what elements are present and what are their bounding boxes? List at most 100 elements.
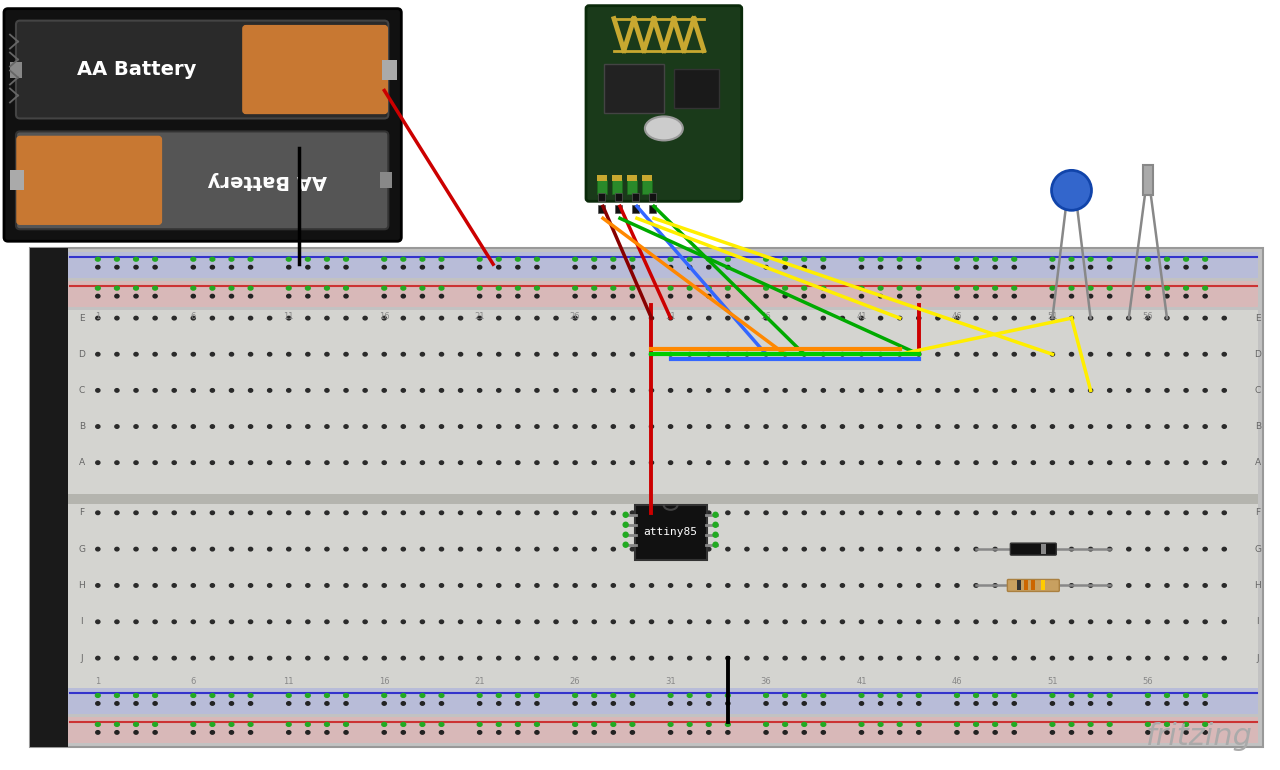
Ellipse shape — [458, 511, 462, 514]
Ellipse shape — [401, 656, 406, 660]
Ellipse shape — [325, 461, 329, 464]
Ellipse shape — [516, 656, 520, 660]
Ellipse shape — [1032, 656, 1036, 660]
Ellipse shape — [1146, 656, 1149, 660]
Ellipse shape — [573, 389, 577, 392]
Ellipse shape — [974, 257, 978, 261]
Ellipse shape — [1126, 656, 1130, 660]
Ellipse shape — [287, 694, 291, 698]
Ellipse shape — [401, 389, 406, 392]
Ellipse shape — [439, 722, 444, 726]
Bar — [635, 505, 707, 560]
Ellipse shape — [726, 353, 730, 356]
Ellipse shape — [1165, 722, 1170, 726]
Ellipse shape — [1088, 511, 1093, 514]
Ellipse shape — [822, 266, 826, 269]
Ellipse shape — [630, 620, 635, 624]
Text: G: G — [78, 544, 86, 554]
Ellipse shape — [381, 257, 387, 261]
Bar — [612, 176, 622, 182]
Ellipse shape — [707, 584, 710, 588]
Ellipse shape — [612, 701, 616, 705]
Ellipse shape — [268, 584, 271, 588]
Ellipse shape — [497, 547, 500, 551]
Ellipse shape — [516, 511, 520, 514]
Ellipse shape — [1222, 389, 1226, 392]
Ellipse shape — [612, 461, 616, 464]
Ellipse shape — [1012, 722, 1016, 726]
Ellipse shape — [916, 294, 920, 298]
Text: 31: 31 — [666, 312, 676, 321]
Bar — [598, 193, 605, 201]
Ellipse shape — [516, 286, 520, 290]
Ellipse shape — [134, 294, 138, 298]
Ellipse shape — [1184, 286, 1188, 290]
Text: 41: 41 — [856, 312, 867, 321]
Ellipse shape — [612, 316, 616, 320]
Ellipse shape — [687, 294, 691, 298]
Ellipse shape — [96, 266, 100, 269]
Ellipse shape — [1146, 511, 1149, 514]
Ellipse shape — [878, 731, 883, 734]
Ellipse shape — [420, 731, 425, 734]
Ellipse shape — [745, 389, 749, 392]
Ellipse shape — [1088, 722, 1093, 726]
Text: fritzing: fritzing — [1146, 722, 1253, 752]
Ellipse shape — [364, 316, 367, 320]
Ellipse shape — [172, 511, 177, 514]
Ellipse shape — [630, 731, 635, 734]
Ellipse shape — [897, 694, 902, 698]
Ellipse shape — [287, 620, 291, 624]
Ellipse shape — [687, 353, 691, 356]
Ellipse shape — [210, 620, 215, 624]
Ellipse shape — [726, 257, 731, 261]
Ellipse shape — [1107, 620, 1112, 624]
Ellipse shape — [1088, 694, 1093, 698]
Ellipse shape — [783, 694, 787, 698]
Ellipse shape — [936, 461, 940, 464]
Ellipse shape — [535, 316, 539, 320]
Ellipse shape — [916, 461, 920, 464]
Ellipse shape — [1032, 389, 1036, 392]
Ellipse shape — [115, 620, 119, 624]
Ellipse shape — [573, 656, 577, 660]
Ellipse shape — [955, 461, 959, 464]
Ellipse shape — [248, 266, 252, 269]
Ellipse shape — [936, 584, 940, 588]
Ellipse shape — [916, 547, 920, 551]
Ellipse shape — [134, 701, 138, 705]
Ellipse shape — [420, 389, 425, 392]
Text: C: C — [1254, 386, 1261, 395]
Ellipse shape — [859, 257, 864, 261]
Ellipse shape — [1146, 389, 1149, 392]
Ellipse shape — [1088, 701, 1093, 705]
Ellipse shape — [822, 620, 826, 624]
Ellipse shape — [401, 547, 406, 551]
Ellipse shape — [1165, 731, 1169, 734]
Text: F: F — [1256, 508, 1261, 517]
Bar — [614, 206, 622, 213]
Ellipse shape — [477, 316, 481, 320]
Ellipse shape — [477, 511, 481, 514]
Ellipse shape — [1032, 547, 1036, 551]
Ellipse shape — [1165, 511, 1169, 514]
Ellipse shape — [916, 425, 920, 428]
Ellipse shape — [668, 316, 673, 320]
Ellipse shape — [516, 257, 520, 261]
Ellipse shape — [191, 353, 196, 356]
Ellipse shape — [516, 722, 520, 726]
Ellipse shape — [229, 461, 233, 464]
Ellipse shape — [801, 722, 806, 726]
Text: 16: 16 — [379, 678, 389, 687]
Ellipse shape — [516, 620, 520, 624]
Ellipse shape — [134, 425, 138, 428]
Ellipse shape — [611, 257, 616, 261]
Ellipse shape — [764, 257, 768, 261]
Ellipse shape — [630, 722, 635, 726]
Ellipse shape — [803, 389, 806, 392]
Ellipse shape — [764, 266, 768, 269]
Text: 46: 46 — [951, 312, 963, 321]
Ellipse shape — [955, 722, 959, 726]
Ellipse shape — [1184, 353, 1188, 356]
Ellipse shape — [745, 461, 749, 464]
